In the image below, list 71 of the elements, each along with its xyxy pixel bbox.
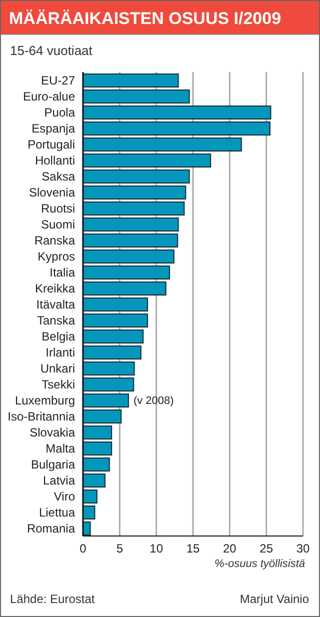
y-tick-label: Slovakia (30, 425, 76, 440)
bar (83, 506, 96, 520)
chart-subtitle: 15-64 vuotiaat (9, 42, 94, 58)
y-tick-label: Kypros (38, 249, 75, 264)
bar (83, 474, 106, 488)
y-tick-label: Suomi (40, 217, 75, 232)
bar (83, 314, 148, 328)
bar (83, 458, 110, 472)
y-tick-label: Hollanti (34, 153, 75, 168)
x-tick-label: 15 (186, 542, 200, 556)
y-tick-label: Luxemburg (14, 393, 75, 408)
y-tick-label: Iso-Britannia (8, 409, 76, 424)
x-axis-title: %-osuus työllisistä (214, 558, 306, 570)
y-tick-label: Portugali (28, 137, 75, 152)
bar (83, 250, 174, 264)
bar (83, 186, 186, 200)
y-tick-label: Slovenia (28, 185, 76, 200)
x-tick-label: 10 (150, 542, 164, 556)
x-tick-label: 30 (296, 542, 310, 556)
y-tick-label: Puola (44, 105, 76, 120)
bar (83, 442, 112, 456)
bar (83, 426, 112, 440)
bar (83, 138, 242, 152)
y-tick-label: Bulgaria (30, 457, 76, 472)
bar (83, 170, 190, 184)
bar (83, 522, 91, 536)
y-tick-label: Kreikka (34, 281, 76, 296)
y-tick-label: Irlanti (46, 345, 75, 360)
y-tick-label: EU-27 (40, 73, 76, 88)
bar (83, 266, 170, 280)
y-tick-label: Romania (26, 521, 76, 536)
bar (83, 122, 270, 136)
y-tick-label: Unkari (40, 361, 75, 376)
bar (83, 202, 185, 216)
bar (83, 74, 179, 88)
y-tick-label: Latvia (42, 473, 76, 488)
x-tick-label: 20 (222, 542, 237, 556)
annotation: (v 2008) (133, 394, 174, 407)
y-tick-label: Liettua (38, 505, 76, 520)
bar (83, 490, 98, 504)
y-tick-label: Tsekki (42, 377, 75, 392)
bar (83, 346, 142, 360)
bar (83, 378, 134, 392)
bar (83, 298, 148, 312)
x-tick-label: 0 (80, 542, 87, 556)
y-tick-label: Tanska (36, 313, 76, 328)
y-tick-label: Viro (54, 489, 76, 504)
y-tick-label: Saksa (42, 169, 76, 184)
text: Lähde: Eurostat (10, 592, 95, 606)
y-tick-label: Italia (50, 265, 76, 280)
bar (83, 154, 212, 168)
y-tick-label: Itävalta (36, 297, 76, 312)
bar (83, 410, 122, 424)
y-tick-label: Ruotsi (40, 201, 75, 216)
bar (83, 394, 129, 408)
bar (83, 218, 179, 232)
y-tick-label: Espanja (32, 121, 76, 136)
y-tick-label: Belgia (42, 329, 76, 344)
bar (83, 90, 190, 104)
x-tick-label: 25 (260, 542, 274, 556)
bar (83, 330, 144, 344)
bar (83, 234, 178, 248)
y-tick-label: Ranska (34, 233, 76, 248)
bar (83, 106, 272, 120)
y-tick-label: Euro-alue (22, 89, 76, 104)
bar (83, 282, 166, 296)
chart-title: MÄÄRÄAIKAISTEN OSUUS I/2009 (1, 1, 319, 35)
y-tick-label: Malta (46, 441, 76, 456)
text: Marjut Vainio (240, 592, 309, 606)
bar (83, 362, 135, 376)
x-tick-label: 5 (116, 542, 124, 556)
